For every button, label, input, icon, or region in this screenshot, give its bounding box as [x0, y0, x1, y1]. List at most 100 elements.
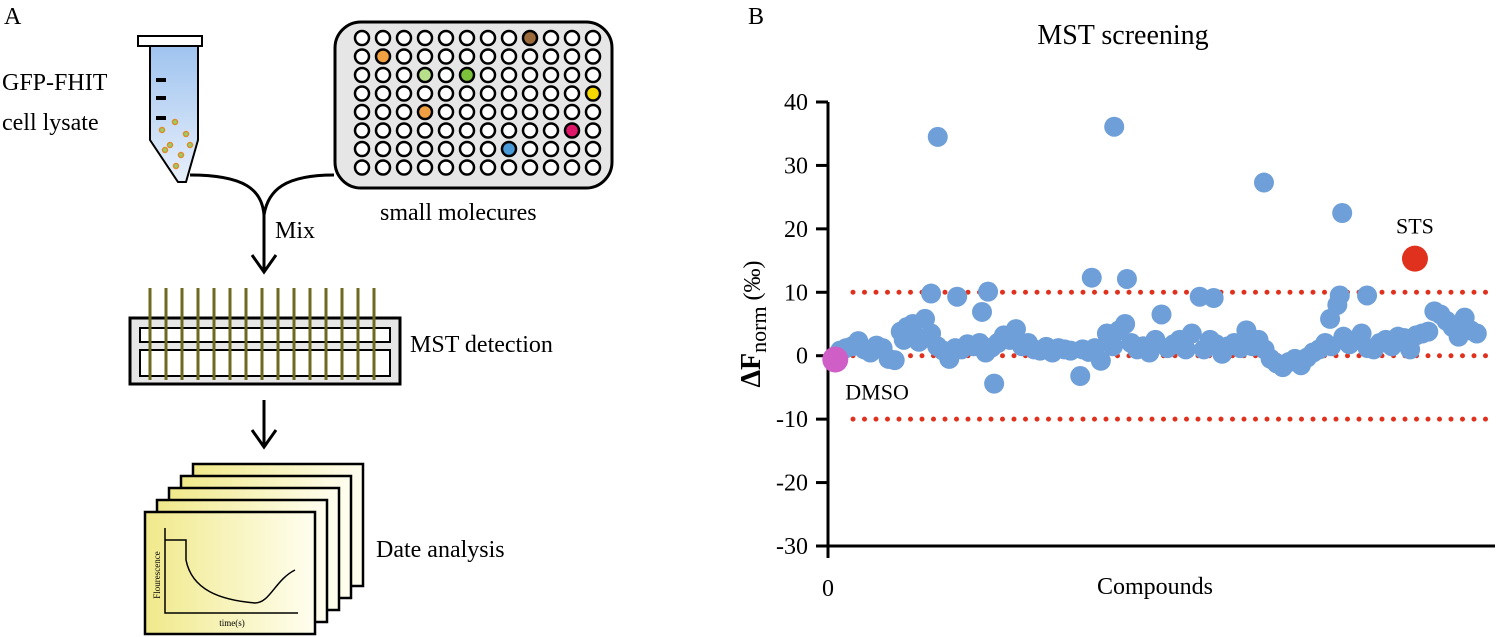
well: [542, 29, 560, 47]
well: [584, 66, 602, 84]
well: [374, 29, 392, 47]
well: [521, 159, 539, 176]
point: [1332, 203, 1353, 223]
well: [542, 85, 560, 102]
well: [500, 140, 518, 158]
well: [500, 48, 518, 65]
well: [374, 122, 392, 139]
point: [1081, 267, 1102, 288]
well: [542, 159, 560, 176]
capillary-tray: [128, 288, 402, 386]
well: [542, 140, 560, 158]
point: [978, 281, 999, 302]
well: [395, 48, 413, 65]
well: [584, 85, 602, 102]
well: [584, 122, 602, 139]
point: [1005, 319, 1026, 340]
well: [521, 48, 539, 65]
y-tick-label: 10: [784, 280, 808, 306]
well: [584, 48, 602, 65]
well: [479, 85, 497, 102]
mini-x-label: time(s): [219, 618, 245, 628]
well: [395, 66, 413, 84]
point: [1151, 304, 1172, 325]
well: [563, 159, 581, 176]
arrow-head: [250, 254, 278, 275]
tube: [137, 35, 203, 183]
well: [479, 66, 497, 84]
well: [437, 85, 455, 102]
point: [1466, 323, 1487, 344]
y-tick-label: 40: [784, 90, 808, 116]
x-axis-label: Compounds: [1097, 574, 1213, 600]
well: [500, 29, 518, 47]
chart-title: MST screening: [1037, 20, 1208, 51]
well: [437, 140, 455, 158]
well: [458, 122, 476, 139]
well: [395, 122, 413, 139]
well: [542, 122, 560, 139]
well: [416, 159, 434, 176]
analysis-label: Date analysis: [376, 537, 505, 563]
point: [1418, 321, 1439, 342]
well: [542, 66, 560, 84]
tube-label: cell lysate: [2, 110, 99, 136]
well: [416, 103, 434, 121]
mix-arrow: [189, 173, 335, 270]
y-tick-label: -30: [776, 534, 808, 560]
well: [416, 122, 434, 139]
well: [500, 85, 518, 102]
well: [584, 159, 602, 176]
point: [1253, 172, 1274, 193]
panel-label: B: [748, 4, 764, 30]
well: [521, 103, 539, 121]
well: [374, 140, 392, 158]
point: [984, 373, 1005, 394]
well: [479, 48, 497, 65]
point-annotation: STS: [1396, 214, 1434, 239]
well: [416, 85, 434, 102]
point: [1115, 314, 1136, 334]
well: [479, 29, 497, 47]
well: [395, 159, 413, 176]
well: [479, 103, 497, 121]
well: [437, 29, 455, 47]
well: [458, 159, 476, 176]
well: [374, 159, 392, 176]
well: [353, 140, 371, 158]
y-axis-label: ΔFnorm (‰): [736, 260, 771, 387]
point: [927, 126, 948, 147]
point: [1401, 245, 1428, 272]
well: [521, 122, 539, 139]
y-tick-label: 20: [784, 217, 808, 243]
well: [563, 66, 581, 84]
well: [542, 103, 560, 121]
well: [584, 140, 602, 158]
mix-label: Mix: [275, 218, 315, 244]
well: [458, 85, 476, 102]
point: [921, 283, 942, 304]
well: [542, 48, 560, 65]
well: [458, 103, 476, 121]
y-tick-label: 0: [796, 344, 808, 370]
tube-label: GFP-FHIT: [2, 70, 108, 96]
well: [563, 103, 581, 121]
well: [521, 140, 539, 158]
well: [563, 140, 581, 158]
point: [1104, 116, 1125, 137]
well: [353, 48, 371, 65]
point: [947, 286, 968, 307]
y-tick-label: 30: [784, 153, 808, 179]
point: [1102, 336, 1123, 357]
well: [416, 29, 434, 47]
well: [584, 103, 602, 121]
well: [353, 159, 371, 176]
well: [521, 29, 539, 47]
point: [1327, 294, 1348, 315]
well: [521, 66, 539, 84]
point: [822, 346, 849, 373]
well: [437, 159, 455, 176]
plate: [333, 20, 614, 190]
well: [437, 48, 455, 65]
